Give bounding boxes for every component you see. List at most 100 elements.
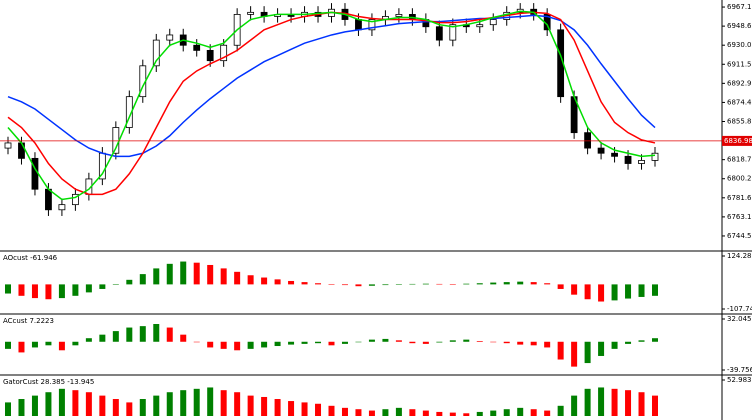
ma-line [7,10,656,201]
histogram-bar [328,284,335,285]
histogram-bar [382,409,389,416]
histogram-bar [85,338,92,342]
candle-body [18,142,25,159]
candle-body [166,34,174,41]
histogram-bar [463,283,470,285]
candle-body [638,160,645,164]
histogram-bar [652,338,658,342]
histogram-bar [584,388,591,416]
histogram-bar [18,284,25,296]
histogram-bar [503,282,510,285]
candle-body [247,11,255,15]
candle-body [4,142,12,149]
histogram-bar [301,282,308,285]
histogram-bar [193,341,200,343]
candle-body [597,147,605,154]
candle-body [193,44,201,51]
histogram-bar [193,388,200,416]
histogram-bar [261,277,268,285]
histogram-bar [58,341,65,351]
y-tick-label: -39.7566 [727,366,752,374]
histogram-bar [207,341,214,348]
histogram-bar [247,275,254,285]
histogram-bar [598,284,605,302]
histogram-bar [247,341,254,349]
candle-body [206,49,214,62]
histogram-bar [368,284,375,286]
histogram-bar [261,396,268,416]
histogram-bar [18,399,25,416]
histogram-bar [517,341,524,345]
histogram-bar [544,410,551,416]
histogram-bar [584,284,591,300]
histogram-bar [99,334,106,342]
histogram-bar [557,341,564,360]
candle-body [624,155,632,164]
histogram-bar [449,284,456,285]
histogram-bar [99,284,106,289]
histogram-bar [72,390,79,416]
histogram-bar [85,284,92,293]
histogram-bar [490,341,497,343]
histogram-bar [18,341,25,353]
histogram-bar [274,279,281,285]
y-tick-label: 32.0452 [727,315,752,323]
histogram-bar [557,405,564,416]
histogram-bar [207,387,214,416]
histogram-bar [112,284,119,285]
pane-label: ACcust 7.2223 [3,317,54,325]
candle-body [449,24,457,41]
histogram-bar [220,341,227,349]
histogram-bar [153,324,160,342]
histogram-bar [436,341,443,343]
histogram-bar [503,409,510,416]
y-tick-label: 6800.20 [727,175,752,183]
histogram-bar [611,341,618,349]
histogram-bar [463,339,470,342]
histogram-bar [530,341,537,346]
histogram-bar [409,283,416,285]
histogram-bar [341,407,348,416]
histogram-bar [638,340,645,342]
y-tick-label: 6744.55 [727,232,752,240]
histogram-bar [476,283,483,285]
candle-body [355,19,362,31]
histogram-bar [180,390,187,416]
histogram-bar [112,331,119,342]
pane-label: AOcust -61.946 [3,254,58,262]
histogram-bar [45,284,52,300]
histogram-bar [261,341,268,348]
histogram-bar [234,392,241,416]
histogram-bar [274,399,281,416]
y-tick-label: 6911.50 [727,60,752,68]
histogram-bar [45,341,52,346]
histogram-bar [625,390,632,416]
histogram-bar [611,284,618,301]
histogram-bar [126,402,133,416]
histogram-bar [544,283,551,285]
histogram-bar [5,284,11,294]
histogram-bar [436,283,443,285]
histogram-bar [638,392,645,416]
histogram-bar [126,327,133,342]
histogram-bar [341,341,348,344]
y-tick-label: 6948.60 [727,22,752,30]
histogram-bar [31,341,38,348]
histogram-bar [395,407,402,416]
histogram-bar [99,395,106,416]
histogram-bar [625,341,632,344]
histogram-bar [58,284,65,299]
histogram-bar [571,395,578,416]
candle-body [220,44,228,62]
histogram-bar [288,341,295,345]
histogram-bar [5,402,11,416]
histogram-bar [234,271,241,285]
histogram-bar [490,282,497,285]
histogram-bar [422,283,429,285]
histogram-bar [58,388,65,416]
histogram-bar [395,340,402,342]
histogram-bar [207,264,214,285]
candle-body [152,39,160,67]
histogram-bar [368,339,375,342]
current-price-label: 6836.98 [724,137,752,145]
